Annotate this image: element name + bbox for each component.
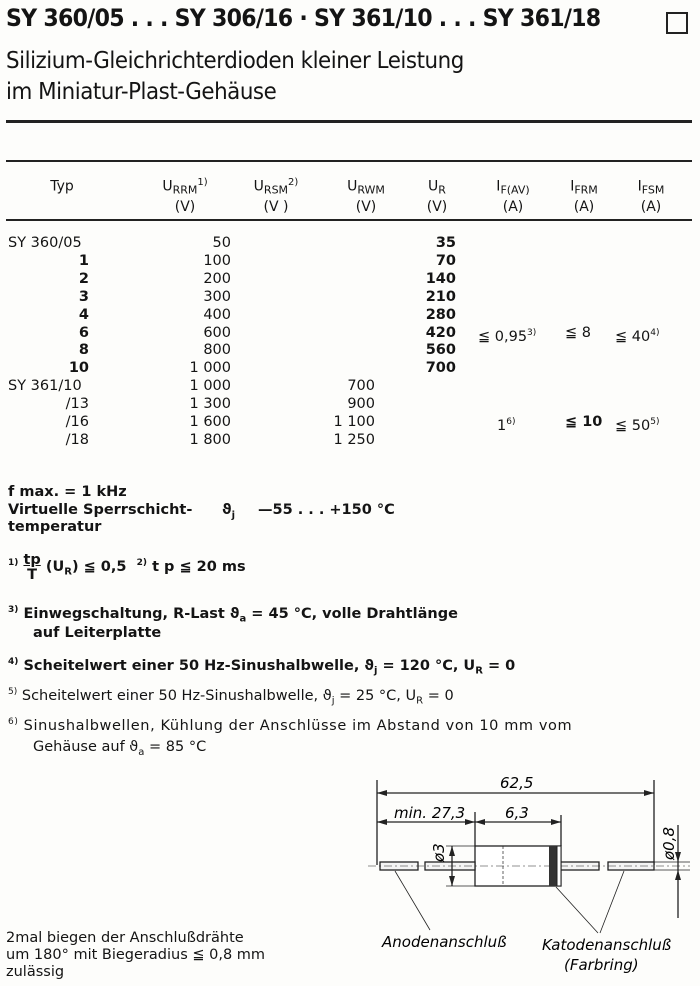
cell-urrm: 800 bbox=[203, 342, 231, 359]
temp-value: —55 . . . +150 °C bbox=[258, 502, 395, 518]
checkbox-square-icon bbox=[666, 12, 688, 34]
anode-label: Anodenanschluß bbox=[381, 933, 507, 951]
cell-urrm: 100 bbox=[203, 252, 231, 269]
cell-ifrm: ≦ 8 bbox=[565, 325, 591, 341]
cell-urwm: 900 bbox=[347, 396, 375, 413]
arrow-icon bbox=[675, 852, 681, 862]
dim-body-length: 6,3 bbox=[505, 804, 529, 822]
footnote-3: 3) Einwegschaltung, R-Last ϑa = 45 °C, v… bbox=[8, 605, 458, 625]
footnote-5: 5) Scheitelwert einer 50 Hz-Sinushalbwel… bbox=[8, 687, 454, 707]
dim-body-diameter: ø3 bbox=[430, 843, 448, 863]
cathode-sub-label: (Farbring) bbox=[564, 956, 639, 974]
dim-total-length: 62,5 bbox=[500, 774, 533, 792]
column-header: Typ bbox=[50, 178, 74, 195]
bending-note-3: zulässig bbox=[6, 964, 65, 980]
color-band bbox=[549, 846, 557, 886]
cell-urrm: 1 000 bbox=[189, 378, 231, 395]
cell-urrm: 300 bbox=[203, 288, 231, 305]
arrow-icon bbox=[465, 819, 475, 825]
subtitle-line1: Silizium-Gleichrichterdioden kleiner Lei… bbox=[6, 48, 464, 74]
leader-line-cathode bbox=[555, 886, 599, 934]
cell-typ: SY 360/05 bbox=[8, 235, 82, 251]
cell-ur: 35 bbox=[435, 235, 456, 251]
cell-ur: 70 bbox=[435, 252, 456, 269]
dim-lead-diameter: ø0,8 bbox=[660, 827, 678, 861]
cell-typ: 10 bbox=[68, 360, 89, 377]
cell-typ: 6 bbox=[78, 324, 89, 341]
cell-urrm: 1 300 bbox=[189, 396, 231, 413]
cell-typ: SY 361/10 bbox=[8, 378, 82, 395]
cell-typ: /18 bbox=[65, 431, 89, 448]
page-title: SY 360/05 . . . SY 306/16 · SY 361/10 . … bbox=[6, 4, 601, 32]
arrow-icon bbox=[377, 790, 387, 796]
column-header: URWM (V) bbox=[347, 178, 385, 215]
arrow-icon bbox=[449, 846, 455, 856]
footnote-3-line2: auf Leiterplatte bbox=[33, 625, 162, 641]
footnote-1-2: 1) tp T (UR) ≦ 0,5 2) t p ≦ 20 ms bbox=[8, 552, 246, 583]
leader-line-anode bbox=[394, 870, 431, 931]
temp-symbol: ϑj bbox=[222, 502, 236, 521]
column-header: IFRM (A) bbox=[570, 178, 598, 215]
cell-urwm: 1 100 bbox=[333, 414, 375, 430]
cell-urwm: 1 250 bbox=[333, 431, 375, 448]
cell-ifav: 16) bbox=[497, 417, 516, 434]
fmax-spec: f max. = 1 kHz bbox=[8, 484, 127, 500]
cell-ifrm: ≦ 10 bbox=[565, 414, 603, 430]
column-header: IFSM (A) bbox=[637, 178, 665, 215]
cell-ur: 700 bbox=[425, 360, 456, 377]
cell-ur: 420 bbox=[425, 324, 456, 341]
cell-typ: 3 bbox=[78, 288, 89, 305]
cell-ifsm: ≦ 404) bbox=[615, 328, 660, 345]
cell-ifav: ≦ 0,953) bbox=[478, 328, 537, 345]
cell-typ: 1 bbox=[78, 252, 89, 269]
cell-urrm: 50 bbox=[212, 235, 231, 251]
cell-typ: 2 bbox=[78, 270, 89, 287]
cell-typ: 4 bbox=[78, 306, 89, 323]
cell-ifsm: ≦ 505) bbox=[615, 417, 660, 434]
cell-ur: 560 bbox=[425, 342, 456, 359]
cell-urrm: 1 600 bbox=[189, 414, 231, 430]
cell-urrm: 1 800 bbox=[189, 431, 231, 448]
fraction: tp T bbox=[23, 552, 41, 583]
cell-urwm: 700 bbox=[347, 378, 375, 395]
table-top-rule bbox=[6, 160, 692, 162]
column-header: URSM2) (V ) bbox=[253, 177, 299, 215]
divider-thick bbox=[6, 120, 692, 123]
bending-note-1: 2mal biegen der Anschlußdrähte bbox=[6, 930, 244, 946]
diode-dimension-drawing: 62,5 min. 27,3 6,3 ø3 ø0,8 Anodenanschlu… bbox=[368, 774, 690, 974]
leader-line-cathode bbox=[599, 870, 625, 934]
arrow-icon bbox=[377, 819, 387, 825]
arrow-icon bbox=[551, 819, 561, 825]
temp-label-1: Virtuelle Sperrschicht- bbox=[8, 502, 193, 518]
arrow-icon bbox=[475, 819, 485, 825]
cell-urrm: 400 bbox=[203, 306, 231, 323]
cell-typ: /16 bbox=[65, 414, 89, 430]
cell-ur: 210 bbox=[425, 288, 456, 305]
column-header: UR (V) bbox=[426, 178, 448, 215]
cathode-label: Katodenanschluß bbox=[542, 936, 671, 954]
column-header: IF(AV) (A) bbox=[496, 178, 530, 215]
footnote-6: 6) Sinushalbwellen, Kühlung der Anschlüs… bbox=[8, 717, 573, 734]
column-header: URRM1) (V) bbox=[162, 177, 208, 215]
cell-typ: 8 bbox=[78, 342, 89, 359]
footnote-4: 4) Scheitelwert einer 50 Hz-Sinushalbwel… bbox=[8, 657, 516, 677]
cell-urrm: 1 000 bbox=[189, 360, 231, 377]
arrow-icon bbox=[675, 870, 681, 880]
temp-label-2: temperatur bbox=[8, 519, 102, 535]
cell-typ: /13 bbox=[65, 396, 89, 413]
subtitle-line2: im Miniatur-Plast-Gehäuse bbox=[6, 79, 277, 105]
cell-urrm: 600 bbox=[203, 324, 231, 341]
cell-urrm: 200 bbox=[203, 270, 231, 287]
footnote-6-line2: Gehäuse auf ϑa = 85 °C bbox=[33, 739, 207, 758]
cell-ur: 140 bbox=[425, 270, 456, 287]
dim-lead-length: min. 27,3 bbox=[394, 804, 465, 822]
arrow-icon bbox=[644, 790, 654, 796]
table-header-rule bbox=[6, 219, 692, 221]
arrow-icon bbox=[449, 876, 455, 886]
bending-note-2: um 180° mit Biegeradius ≦ 0,8 mm bbox=[6, 947, 266, 963]
cell-ur: 280 bbox=[425, 306, 456, 323]
